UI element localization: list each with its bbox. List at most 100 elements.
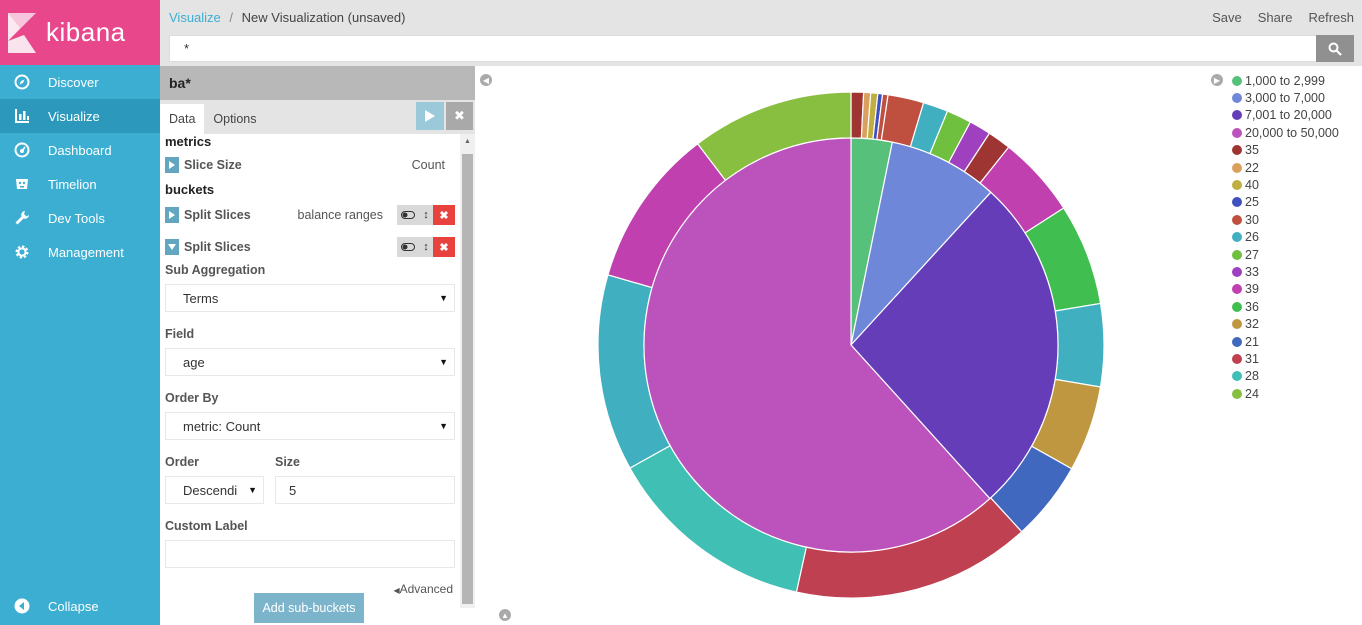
expand-spy-icon[interactable]: ▲ [499, 609, 511, 621]
scroll-up-icon[interactable]: ▲ [464, 138, 471, 145]
expand-caret-icon[interactable] [165, 157, 179, 173]
advanced-label: Advanced [399, 582, 453, 596]
legend-item[interactable]: 33 [1232, 263, 1339, 280]
bucket-agg-row-1[interactable]: Split Slices balance ranges ↕ ✖ [165, 200, 455, 230]
legend-item[interactable]: 36 [1232, 298, 1339, 315]
remove-icon[interactable]: ✖ [433, 205, 455, 225]
field-label: Field [165, 327, 195, 341]
advanced-toggle[interactable]: ◀Advanced [165, 582, 455, 596]
apply-changes-button[interactable] [416, 102, 444, 130]
legend-item[interactable]: 1,000 to 2,999 [1232, 72, 1339, 89]
legend-item[interactable]: 3,000 to 7,000 [1232, 89, 1339, 106]
order-value: Descendi [183, 482, 238, 498]
discard-changes-button[interactable]: ✖ [446, 102, 473, 130]
legend-item[interactable]: 31 [1232, 350, 1339, 367]
legend-color-dot [1232, 93, 1242, 104]
order-by-select[interactable]: metric: Count ▼ [165, 412, 455, 440]
order-select[interactable]: Descendi ▼ [165, 476, 264, 504]
legend-label: 3,000 to 7,000 [1245, 91, 1325, 106]
legend-item[interactable]: 24 [1232, 385, 1339, 402]
legend-item[interactable]: 35 [1232, 142, 1339, 159]
bucket1-name: Split Slices [184, 208, 251, 222]
legend-color-dot [1232, 127, 1242, 138]
kibana-logo[interactable]: kibana [0, 0, 160, 65]
legend-color-dot [1232, 284, 1242, 295]
dropdown-arrow-icon: ▼ [248, 485, 257, 495]
reorder-icon[interactable]: ↕ [419, 237, 433, 257]
tab-options[interactable]: Options [213, 112, 257, 126]
dashboard-icon [14, 142, 30, 158]
metrics-title: metrics [165, 134, 212, 149]
bucket-agg-row-2[interactable]: Split Slices ↕ ✖ [165, 232, 455, 262]
pie-chart [597, 91, 1105, 599]
scroll-thumb[interactable] [462, 154, 473, 604]
sidebar-item-timelion[interactable]: Timelion [0, 167, 160, 201]
legend-item[interactable]: 21 [1232, 333, 1339, 350]
visualization-area: ◀ ▲ ▶ 1,000 to 2,999 3,000 to 7,000 7,001 … [475, 66, 1362, 625]
collapse-editor-icon[interactable]: ◀ [480, 74, 492, 86]
pie-outer-slice[interactable] [1054, 302, 1105, 388]
legend-item[interactable]: 27 [1232, 246, 1339, 263]
index-pattern-title: ba* [160, 66, 475, 100]
sidebar-item-management[interactable]: Management [0, 235, 160, 269]
sidebar-item-label: Management [48, 244, 124, 260]
toggle-legend-icon[interactable]: ▶ [1211, 74, 1223, 86]
save-button[interactable]: Save [1212, 10, 1242, 25]
bucket2-name: Split Slices [184, 240, 251, 254]
bucket1-controls: ↕ ✖ [397, 205, 455, 225]
add-sub-buckets-button[interactable]: Add sub-buckets [254, 593, 364, 623]
order-size-row: Order Descendi ▼ Size 5 [165, 455, 455, 504]
collapse-button[interactable]: Collapse [0, 589, 160, 623]
order-by-value: metric: Count [183, 418, 261, 434]
legend-label: 21 [1245, 334, 1259, 349]
legend-label: 33 [1245, 264, 1259, 279]
legend-label: 36 [1245, 299, 1259, 314]
search-button[interactable] [1316, 35, 1354, 62]
query-input[interactable]: * [169, 35, 1317, 62]
custom-label-input[interactable] [165, 540, 455, 568]
sidebar-item-dashboard[interactable]: Dashboard [0, 133, 160, 167]
sub-aggregation-select[interactable]: Terms ▼ [165, 284, 455, 312]
pie-inner-slice[interactable] [643, 137, 991, 553]
pie-inner-slice[interactable] [849, 141, 992, 348]
legend-item[interactable]: 40 [1232, 176, 1339, 193]
legend-item[interactable]: 32 [1232, 315, 1339, 332]
pie-inner-slice[interactable] [850, 191, 1059, 500]
toggle-icon[interactable] [397, 205, 419, 225]
legend-label: 26 [1245, 230, 1259, 245]
editor-form: metrics Slice Size Count buckets Split S… [160, 134, 460, 625]
reorder-icon[interactable]: ↕ [419, 205, 433, 225]
legend-color-dot [1232, 249, 1242, 260]
legend-label: 35 [1245, 143, 1259, 158]
toggle-icon[interactable] [397, 237, 419, 257]
tab-data[interactable]: Data [160, 104, 205, 134]
field-value: age [183, 354, 205, 370]
remove-icon[interactable]: ✖ [433, 237, 455, 257]
legend-item[interactable]: 22 [1232, 159, 1339, 176]
editor-scrollbar[interactable]: ▲ [460, 134, 475, 608]
legend-color-dot [1232, 301, 1242, 312]
legend-color-dot [1232, 388, 1242, 399]
breadcrumb-visualize-link[interactable]: Visualize [169, 10, 221, 25]
expand-caret-icon[interactable] [165, 207, 179, 223]
vis-editor-panel: ba* Data Options ✖ metrics Slice Size Co… [160, 66, 475, 625]
legend-item[interactable]: 39 [1232, 281, 1339, 298]
legend-item[interactable]: 20,000 to 50,000 [1232, 124, 1339, 141]
legend-label: 30 [1245, 212, 1259, 227]
legend-item[interactable]: 26 [1232, 229, 1339, 246]
legend-item[interactable]: 7,001 to 20,000 [1232, 107, 1339, 124]
metric-agg-row[interactable]: Slice Size Count [165, 150, 455, 180]
legend-label: 27 [1245, 247, 1259, 262]
refresh-button[interactable]: Refresh [1308, 10, 1354, 25]
collapse-caret-icon[interactable] [165, 239, 179, 255]
legend: 1,000 to 2,999 3,000 to 7,000 7,001 to 20,… [1232, 72, 1339, 402]
legend-item[interactable]: 25 [1232, 194, 1339, 211]
legend-item[interactable]: 30 [1232, 211, 1339, 228]
size-input[interactable]: 5 [275, 476, 455, 504]
legend-item[interactable]: 28 [1232, 368, 1339, 385]
sidebar-item-visualize[interactable]: Visualize [0, 99, 160, 133]
sidebar-item-discover[interactable]: Discover [0, 65, 160, 99]
sidebar-item-dev-tools[interactable]: Dev Tools [0, 201, 160, 235]
field-select[interactable]: age ▼ [165, 348, 455, 376]
share-button[interactable]: Share [1257, 10, 1293, 25]
